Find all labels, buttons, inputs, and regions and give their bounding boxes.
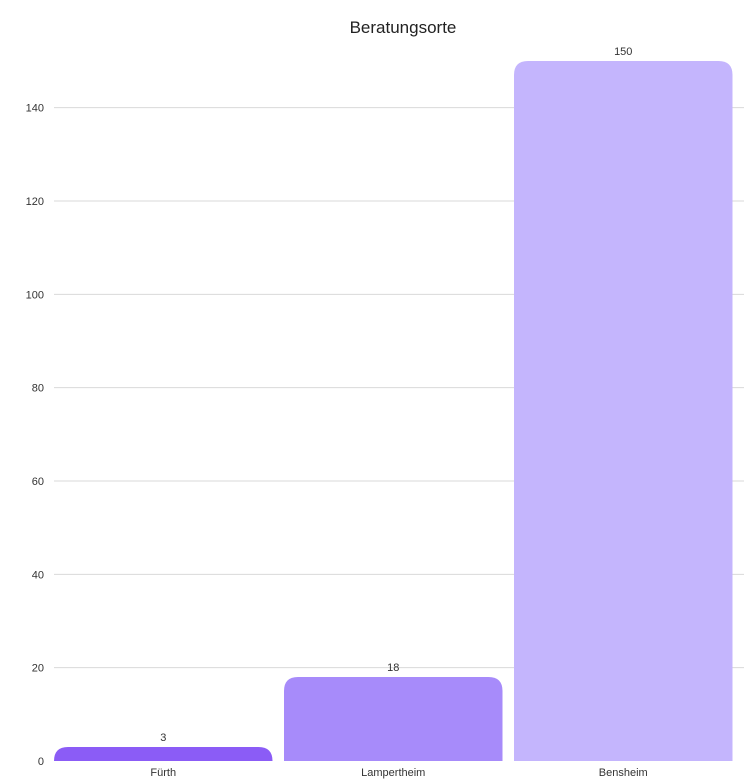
y-tick-label: 140 — [26, 103, 44, 115]
y-axis-ticks: 0 20 40 60 80 100 120 140 — [26, 103, 44, 768]
y-tick-label: 60 — [32, 476, 44, 488]
x-category-label: Fürth — [150, 767, 176, 779]
x-axis-categories: Fürth Lampertheim Bensheim — [150, 767, 647, 779]
y-tick-label: 40 — [32, 569, 44, 581]
data-label: 18 — [387, 662, 399, 674]
data-label: 3 — [160, 732, 166, 744]
data-labels: 3 18 150 — [160, 46, 632, 744]
bar-f-rth — [54, 747, 273, 761]
y-tick-label: 120 — [26, 196, 44, 208]
x-category-label: Bensheim — [599, 767, 648, 779]
x-category-label: Lampertheim — [361, 767, 425, 779]
data-label: 150 — [614, 46, 632, 58]
y-tick-label: 0 — [38, 756, 44, 768]
y-tick-label: 100 — [26, 289, 44, 301]
bar-bensheim — [514, 61, 733, 761]
bars — [54, 61, 733, 761]
y-tick-label: 80 — [32, 383, 44, 395]
gridlines — [54, 107, 744, 669]
y-tick-label: 20 — [32, 663, 44, 675]
chart-title: Beratungsorte — [350, 18, 457, 37]
bar-lampertheim — [284, 677, 503, 761]
